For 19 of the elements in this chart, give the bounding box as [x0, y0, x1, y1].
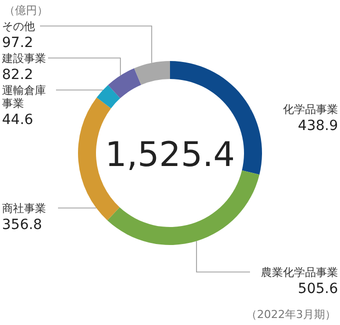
- data-label: 44.6: [2, 112, 34, 128]
- slice-label: 商社事業: [2, 202, 46, 215]
- data-label: 356.8: [2, 217, 42, 233]
- data-label: 97.2: [2, 35, 34, 51]
- text: 1,525.4: [105, 135, 235, 175]
- data-label: 438.9: [298, 118, 338, 134]
- slice-label: 農業化学品事業: [261, 266, 338, 279]
- donut-slice: [134, 61, 170, 85]
- data-label: 82.2: [2, 67, 34, 83]
- slice-label: 化学品事業: [283, 103, 338, 116]
- donut-slice: [108, 68, 142, 98]
- slice-label: 建設事業: [1, 52, 46, 65]
- slice-label: その他: [2, 20, 35, 33]
- slice-label: 運輸倉庫事業: [2, 84, 46, 110]
- text: （2022年3月期）: [246, 308, 336, 321]
- data-label: 505.6: [298, 281, 338, 297]
- donut-slice: [96, 85, 120, 108]
- donut-slice: [107, 170, 260, 245]
- text: （億円）: [4, 4, 48, 17]
